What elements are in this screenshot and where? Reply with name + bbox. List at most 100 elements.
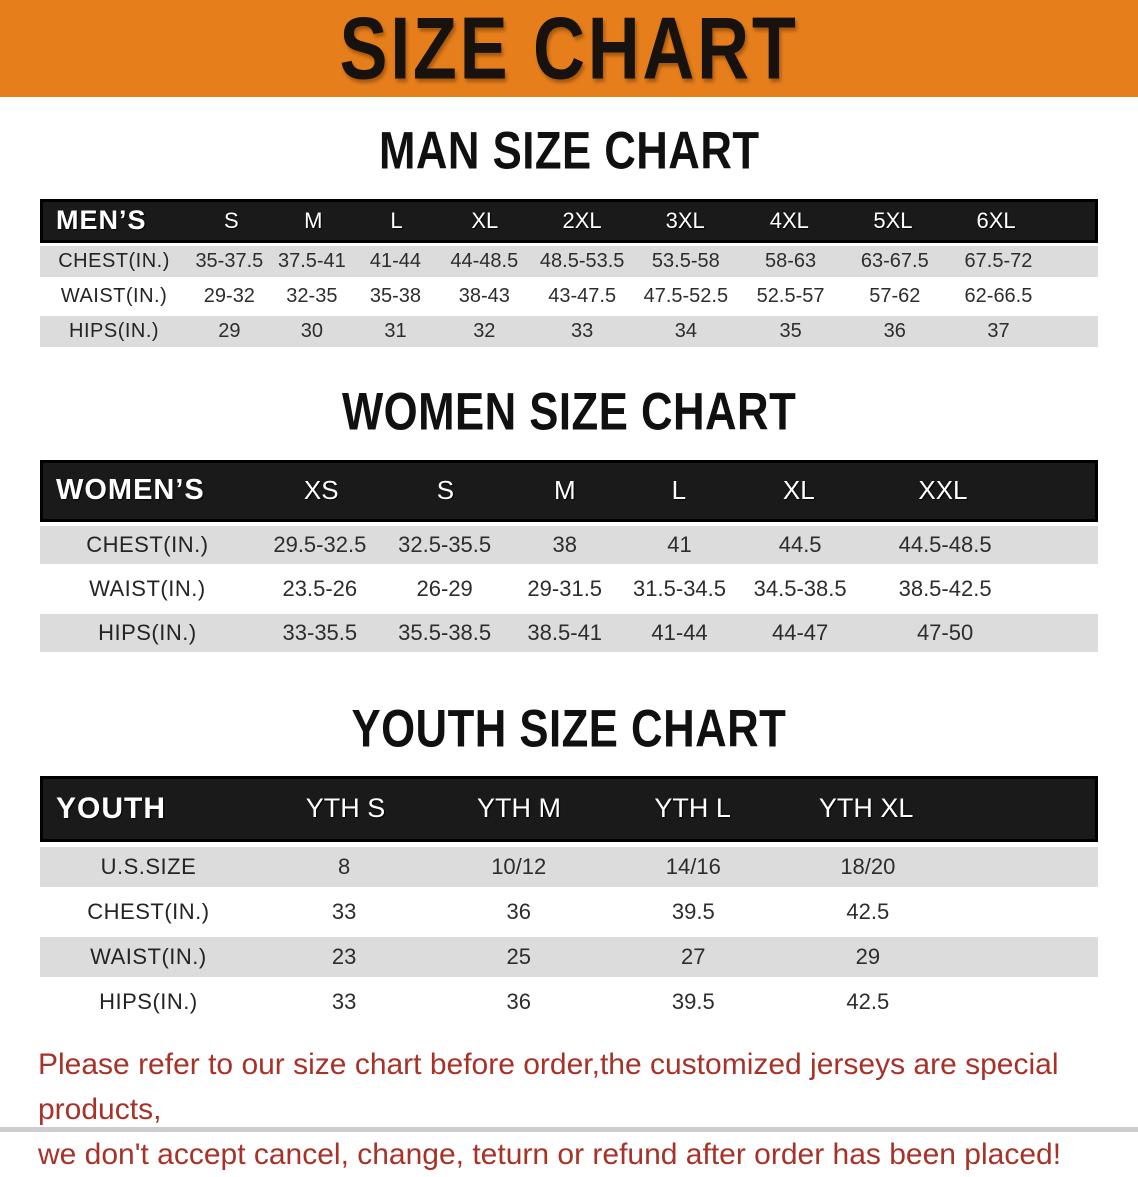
table-cell: 18/20 (840, 853, 896, 879)
table-row: HIPS(IN.) 33-35.5 35.5-38.5 38.5-41 41-44 44-… (40, 613, 1098, 652)
men-size-table: MEN’S S M L XL 2XL 3XL 4XL 5XL 6XL CHEST(IN.) 35-37… (40, 198, 1098, 347)
table-cell: 62-66.5 (964, 284, 1033, 307)
table-header-row: WOMEN’S XS S M L XL XXL (40, 459, 1098, 522)
table-cell: 41-44 (369, 249, 422, 272)
table-cell: 52.5-57 (756, 284, 825, 307)
table-row: U.S.SIZE 8 10/12 14/16 18/20 (40, 846, 1098, 887)
table-cell: 27 (681, 943, 706, 969)
table-cell: 43-47.5 (548, 284, 617, 307)
row-label-cell: CHEST(IN.) (86, 531, 209, 557)
table-cell: 29-32 (203, 284, 255, 307)
table-cell: 36 (883, 319, 906, 342)
section-women: WOMEN SIZE CHART WOMEN’S XS S M L XL XXL CHEST(… (0, 381, 1138, 652)
youth-section-heading: YOUTH SIZE CHART (0, 698, 1138, 758)
table-header-cell: XL (471, 207, 499, 233)
bottom-divider (0, 1127, 1138, 1132)
table-cell: 47-50 (916, 619, 974, 645)
row-label-cell: CHEST(IN.) (58, 249, 170, 272)
table-cell: 14/16 (665, 853, 721, 879)
table-cell: 32.5-35.5 (398, 531, 492, 557)
table-cell: 47.5-52.5 (643, 284, 729, 307)
table-cell: 36 (506, 898, 531, 924)
row-label-cell: WAIST(IN.) (60, 284, 168, 307)
table-header-label: MEN’S (56, 205, 147, 236)
table-cell: 33 (331, 988, 357, 1014)
table-cell: 39.5 (671, 898, 715, 924)
table-cell: 29.5-32.5 (273, 531, 367, 557)
note-line-1: Please refer to our size chart before or… (38, 1047, 1059, 1126)
table-cell: 35 (779, 319, 802, 342)
table-cell: 44.5 (778, 531, 822, 557)
youth-section-heading-text: YOUTH SIZE CHART (351, 697, 787, 758)
table-cell: 35.5-38.5 (398, 619, 492, 645)
women-section-heading-text: WOMEN SIZE CHART (341, 380, 797, 441)
table-header-cell: YTH L (654, 793, 731, 824)
table-header-cell: 2XL (562, 207, 602, 233)
table-header-cell: M (304, 207, 323, 233)
row-label-cell: HIPS(IN.) (69, 319, 160, 342)
table-header-label: WOMEN’S (56, 474, 205, 507)
table-cell: 42.5 (846, 898, 890, 924)
table-cell: 58-63 (765, 249, 817, 272)
table-cell: 25 (506, 943, 531, 969)
table-cell: 29 (218, 319, 241, 342)
table-row: HIPS(IN.) 33 36 39.5 42.5 (40, 981, 1098, 1022)
section-youth: YOUTH SIZE CHART YOUTH YTH S YTH M YTH L YTH… (0, 698, 1138, 1022)
table-cell: 38.5-42.5 (898, 575, 992, 601)
table-cell: 33-35.5 (282, 619, 358, 645)
table-header-cell: XL (782, 475, 815, 506)
table-cell: 29 (855, 943, 881, 969)
table-header-cell: L (390, 207, 403, 233)
table-header-cell: S (436, 475, 455, 506)
row-label-cell: U.S.SIZE (100, 853, 197, 879)
table-body: CHEST(IN.) 35-37.5 37.5-41 41-44 44-48.5 48.5… (40, 245, 1098, 347)
table-header-cell: 6XL (976, 207, 1016, 233)
table-header-cell: XS (303, 475, 339, 506)
men-section-heading-text: MAN SIZE CHART (378, 120, 760, 180)
table-cell: 37.5-41 (277, 249, 346, 272)
table-cell: 41-44 (651, 619, 708, 645)
table-cell: 34.5-38.5 (753, 575, 847, 601)
women-size-table: WOMEN’S XS S M L XL XXL CHEST(IN.) 29.5-32.5 32.5… (40, 459, 1098, 652)
table-cell: 31.5-34.5 (633, 575, 727, 601)
table-cell: 39.5 (671, 988, 715, 1014)
note-line-2: we don't accept cancel, change, teturn o… (38, 1137, 1062, 1171)
table-cell: 42.5 (846, 988, 890, 1014)
table-body: U.S.SIZE 8 10/12 14/16 18/20 CHEST(IN.) 33 36 39… (40, 846, 1098, 1022)
table-cell: 35-38 (369, 284, 422, 307)
row-label-cell: WAIST(IN.) (90, 943, 207, 969)
table-header-cell: YTH M (477, 793, 562, 824)
table-cell: 37 (987, 319, 1010, 342)
table-cell: 38-43 (458, 284, 510, 307)
table-row: WAIST(IN.) 23.5-26 26-29 29-31.5 31.5-34.5 34… (40, 569, 1098, 608)
table-cell: 41 (667, 531, 692, 557)
table-cell: 30 (300, 319, 323, 342)
section-men: MAN SIZE CHART MEN’S S M L XL 2XL 3XL 4XL 5XL 6XL… (0, 120, 1138, 347)
table-cell: 38.5-41 (527, 619, 603, 645)
table-cell: 44-47 (772, 619, 829, 645)
table-row: CHEST(IN.) 33 36 39.5 42.5 (40, 891, 1098, 932)
table-body: CHEST(IN.) 29.5-32.5 32.5-35.5 38 41 44.5 44.5… (40, 525, 1098, 652)
row-label-cell: CHEST(IN.) (87, 898, 210, 924)
table-cell: 35-37.5 (195, 249, 264, 272)
table-header-cell: 4XL (769, 207, 809, 233)
women-section-heading: WOMEN SIZE CHART (0, 381, 1138, 441)
row-label-cell: HIPS(IN.) (98, 619, 197, 645)
table-cell: 44.5-48.5 (898, 531, 992, 557)
table-cell: 29-31.5 (527, 575, 603, 601)
table-header-cell: L (671, 475, 687, 506)
row-label-cell: HIPS(IN.) (99, 988, 198, 1014)
table-header-row: YOUTH YTH S YTH M YTH L YTH XL (40, 775, 1098, 842)
table-cell: 31 (384, 319, 407, 342)
table-cell: 48.5-53.5 (539, 249, 625, 272)
table-cell: 44-48.5 (450, 249, 519, 272)
table-cell: 38 (552, 531, 577, 557)
table-row: CHEST(IN.) 35-37.5 37.5-41 41-44 44-48.5 48.5… (40, 245, 1098, 277)
table-cell: 67.5-72 (964, 249, 1033, 272)
table-cell: 23 (331, 943, 357, 969)
table-cell: 57-62 (869, 284, 921, 307)
table-row: HIPS(IN.) 29 30 31 32 33 34 35 36 37 (40, 315, 1098, 347)
table-header-cell: M (553, 475, 576, 506)
table-header-cell: XXL (918, 475, 968, 506)
